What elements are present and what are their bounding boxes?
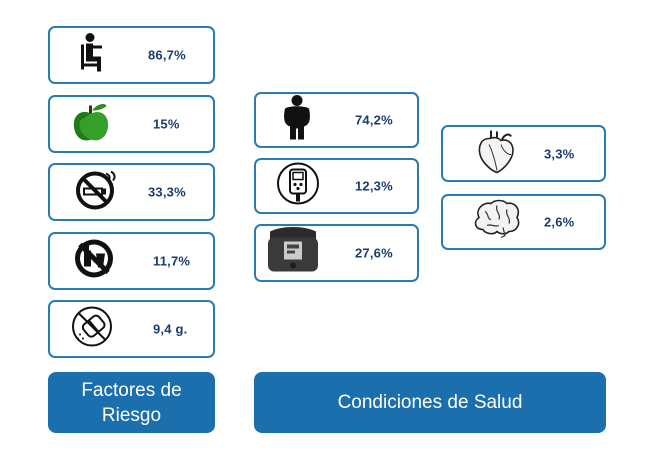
condition-card-heart: 3,3% <box>441 125 606 182</box>
condition-card-diabetes: 12,3% <box>254 158 419 214</box>
condition-card-obesity: 74,2% <box>254 92 419 148</box>
obese-person-icon <box>281 95 313 146</box>
salt-value: 9,4 g. <box>153 321 188 337</box>
health-conditions-label: Condiciones de Salud <box>254 372 606 433</box>
heart-value: 3,3% <box>544 146 575 161</box>
risk-card-sedentary: 86,7% <box>48 26 215 84</box>
sitting-person-icon <box>78 33 108 78</box>
condition-card-brain: 2,6% <box>441 194 606 250</box>
hypertension-value: 27,6% <box>355 245 393 261</box>
brain-value: 2,6% <box>544 214 575 230</box>
risk-card-salt: 9,4 g. <box>48 300 215 358</box>
diabetes-value: 12,3% <box>355 178 393 194</box>
glucometer-icon <box>276 162 320 211</box>
sedentary-value: 86,7% <box>148 47 186 63</box>
heart-icon <box>475 128 519 179</box>
diet-value: 15% <box>153 116 180 132</box>
risk-factors-label: Factores de Riesgo <box>48 372 215 433</box>
blood-pressure-monitor-icon <box>262 226 322 281</box>
no-salt-icon <box>70 305 114 354</box>
no-smoking-icon <box>75 168 119 217</box>
no-alcohol-icon <box>72 237 116 286</box>
condition-card-hypertension: 27,6% <box>254 224 419 282</box>
obesity-value: 74,2% <box>355 112 393 128</box>
risk-card-smoking: 33,3% <box>48 163 215 221</box>
apple-icon <box>72 101 110 148</box>
risk-card-diet: 15% <box>48 95 215 153</box>
smoking-value: 33,3% <box>148 184 186 200</box>
alcohol-value: 11,7% <box>153 253 191 269</box>
risk-card-alcohol: 11,7% <box>48 232 215 290</box>
brain-icon <box>471 199 523 245</box>
